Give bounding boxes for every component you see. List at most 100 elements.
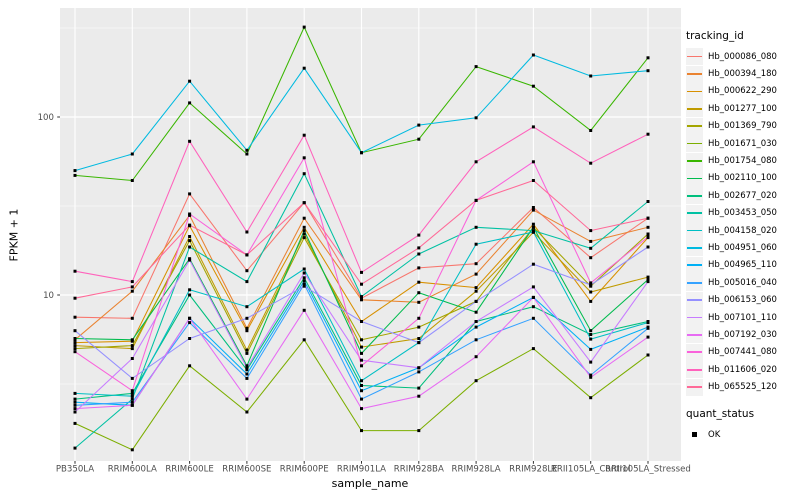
data-point-square	[302, 282, 306, 286]
legend-item-label: Hb_007192_030	[708, 329, 777, 340]
data-point-square	[302, 66, 306, 70]
legend-item: Hb_006153_060	[686, 291, 777, 309]
legend-item: Hb_001754_080	[686, 152, 777, 170]
data-point-square	[531, 206, 535, 209]
legend-item-label: Hb_000394_180	[708, 69, 777, 80]
data-point-square	[360, 384, 363, 387]
data-point-square	[245, 326, 249, 330]
data-point-square	[130, 316, 134, 320]
data-point-square	[589, 347, 593, 351]
data-point-square	[188, 293, 192, 297]
legend-line-swatch	[687, 73, 702, 75]
data-point-square	[589, 396, 593, 400]
data-point-square	[360, 429, 363, 433]
x-tick-label: RRII105LA_Stressed	[605, 465, 691, 475]
legend: tracking_id Hb_000086_080 Hb_000394_180 Hb…	[686, 30, 777, 443]
data-point-square	[245, 329, 249, 333]
legend-line-swatch	[687, 125, 702, 128]
legend-item-label: Hb_001671_030	[708, 138, 777, 149]
legend-item-label: Hb_006153_060	[708, 295, 777, 306]
data-point-square	[646, 280, 650, 284]
legend-key	[686, 187, 703, 205]
legend-key	[686, 343, 703, 361]
legend-key	[686, 152, 703, 170]
data-point-square	[245, 364, 249, 368]
legend-item: Hb_001671_030	[686, 135, 777, 153]
data-point-square	[188, 321, 192, 325]
data-point-square	[302, 284, 306, 288]
data-point-square	[589, 337, 593, 341]
x-tick-label: PB350LA	[56, 465, 94, 475]
data-point-square	[73, 347, 77, 351]
legend-item: Hb_004158_020	[686, 222, 777, 240]
legend-item: Hb_004965_110	[686, 256, 777, 274]
data-point-square	[302, 225, 306, 229]
data-point-square	[646, 69, 650, 73]
legend-item-label: Hb_002677_020	[708, 190, 777, 201]
legend-key	[686, 169, 703, 187]
data-point-square	[589, 299, 593, 303]
data-point-square	[245, 366, 249, 370]
data-point-square	[531, 222, 535, 226]
data-point-square	[302, 201, 306, 205]
data-point-square	[474, 116, 478, 120]
data-point-square	[646, 225, 650, 229]
data-point-square	[531, 347, 535, 351]
data-point-square	[302, 156, 306, 160]
data-point-square	[302, 229, 306, 233]
legend-item: Hb_005016_040	[686, 274, 777, 292]
data-point-square	[531, 84, 535, 88]
data-point-square	[646, 245, 650, 249]
legend-item-label: Hb_002110_100	[708, 173, 777, 184]
legend-key	[686, 82, 703, 100]
data-point-square	[302, 216, 306, 220]
data-point-square	[417, 137, 421, 141]
data-point-square	[531, 225, 535, 229]
legend-item: Hb_001277_100	[686, 100, 777, 118]
x-tick-label: RRIM928LA	[452, 465, 501, 475]
data-point-square	[417, 123, 421, 127]
data-point-square	[589, 74, 593, 78]
data-point-square	[188, 288, 192, 292]
data-point-square	[417, 386, 421, 390]
legend-item-label: Hb_004965_110	[708, 260, 777, 271]
data-point-square	[531, 305, 535, 309]
legend-key	[686, 256, 703, 274]
data-point-square	[417, 252, 421, 256]
data-point-square	[245, 305, 249, 309]
data-point-square	[245, 253, 249, 257]
data-point-square	[646, 321, 650, 325]
data-point-square	[73, 315, 77, 319]
legend-line-swatch	[687, 142, 702, 145]
data-point-square	[188, 139, 192, 143]
data-point-square	[302, 276, 306, 280]
data-point-square	[245, 410, 249, 414]
data-point-square	[531, 208, 535, 212]
data-point-square	[531, 160, 535, 164]
data-point-square	[130, 285, 134, 289]
data-point-square	[302, 133, 306, 137]
data-point-square	[474, 198, 478, 202]
data-point-square	[73, 403, 77, 407]
data-point-square	[130, 347, 134, 351]
data-point-square	[360, 407, 363, 411]
legend-key	[686, 204, 703, 222]
data-point-square	[245, 316, 249, 320]
data-point-square	[245, 376, 249, 380]
legend-key	[686, 274, 703, 292]
legend-key	[686, 309, 703, 327]
data-point-square	[73, 344, 77, 348]
data-point-square	[302, 279, 306, 283]
data-point-square	[188, 337, 192, 340]
legend-line-swatch	[687, 247, 702, 249]
data-point-square	[531, 316, 535, 320]
data-point-square	[360, 397, 363, 401]
legend-item: Hb_002110_100	[686, 169, 777, 187]
x-tick-label: RRIM600PE	[280, 465, 329, 475]
data-point-square	[245, 397, 249, 401]
data-point-square	[646, 56, 650, 60]
data-point-square	[245, 148, 249, 152]
legend-item: Hb_011606_020	[686, 361, 777, 379]
legend-item-label: Hb_005016_040	[708, 277, 777, 288]
data-point-square	[130, 280, 134, 284]
